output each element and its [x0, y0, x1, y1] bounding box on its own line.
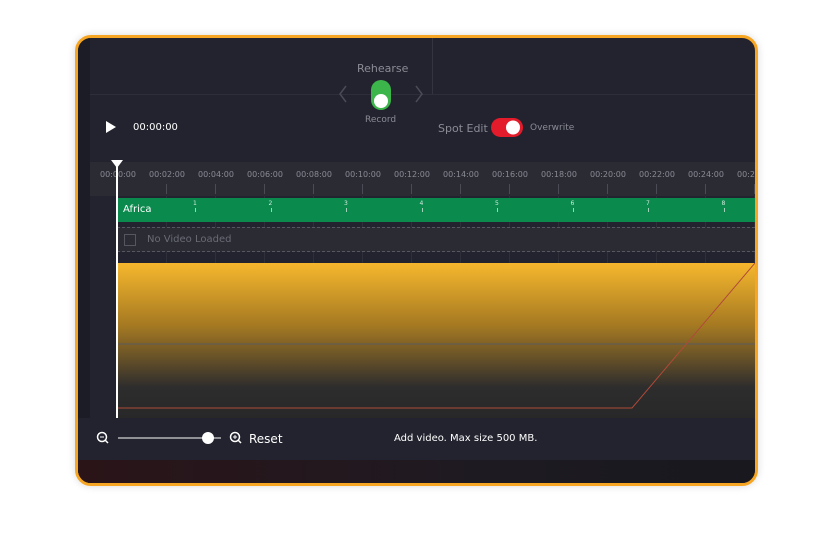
track-marker: 7	[646, 200, 650, 207]
overwrite-toggle[interactable]	[490, 117, 524, 139]
ruler-tick	[509, 184, 510, 194]
ruler-tick-label: 00:18:00	[541, 170, 577, 179]
track-marker-line	[497, 208, 498, 212]
track-marker-line	[270, 208, 272, 212]
track-marker-line	[421, 208, 423, 212]
mode-switch[interactable]	[336, 80, 426, 120]
track-marker: 5	[495, 200, 499, 207]
ruler-tick	[313, 184, 314, 194]
checkbox[interactable]	[124, 234, 136, 246]
track-marker-line	[346, 208, 347, 212]
ruler-tick	[215, 184, 216, 194]
video-row-label: No Video Loaded	[147, 234, 232, 245]
ruler-tick	[460, 184, 461, 194]
ruler-tick-label: 00:04:00	[198, 170, 234, 179]
ruler-tick	[558, 184, 559, 194]
spot-edit-label: Spot Edit	[438, 122, 488, 135]
track-label: Africa	[123, 204, 152, 215]
track-marker-line	[195, 208, 196, 212]
ruler-tick	[362, 184, 363, 194]
reset-button[interactable]: Reset	[249, 432, 283, 446]
editor-panel: Rehearse Record 00:00:00 Spot Edit Overw…	[75, 35, 758, 486]
divider	[432, 38, 433, 94]
ruler-tick-label: 00:20:00	[590, 170, 626, 179]
ruler-tick-label: 00:22:00	[639, 170, 675, 179]
play-button[interactable]	[104, 120, 118, 134]
overwrite-label: Overwrite	[530, 123, 575, 133]
track-marker: 2	[268, 200, 273, 207]
rehearse-label: Rehearse	[357, 62, 409, 75]
ruler-tick-label: 00:10:00	[345, 170, 381, 179]
ruler	[90, 162, 755, 196]
waveform	[117, 263, 755, 418]
track-marker: 3	[344, 200, 348, 207]
video-row: No Video Loaded	[117, 227, 755, 252]
ruler-ticks: 00:00:0000:02:0000:04:0000:06:0000:08:00…	[78, 162, 755, 418]
playhead-handle[interactable]	[111, 160, 123, 170]
ruler-tick-label: 00:12:00	[394, 170, 430, 179]
record-label: Record	[365, 115, 397, 125]
ruler-tick-label: 00:16:00	[492, 170, 528, 179]
playhead[interactable]	[116, 164, 118, 418]
ruler-tick-label: 00:08:00	[296, 170, 332, 179]
ruler-tick	[411, 184, 412, 194]
track-marker-line	[723, 208, 725, 212]
track-marker: 4	[419, 200, 424, 207]
ruler-tick	[656, 184, 657, 194]
ruler-tick	[705, 184, 706, 194]
time-display: 00:00:00	[133, 122, 178, 133]
ruler-tick	[264, 184, 265, 194]
ruler-tick-label: 00:24:00	[688, 170, 724, 179]
track-marker: 1	[193, 200, 197, 207]
ruler-tick	[607, 184, 608, 194]
footer	[78, 418, 755, 460]
ruler-tick	[166, 184, 167, 194]
track-marker-line	[648, 208, 649, 212]
audio-track[interactable]: Africa 1 2 3 4 5 6 7 8	[117, 198, 755, 222]
track-marker: 8	[721, 200, 726, 207]
zoom-control[interactable]	[96, 431, 246, 447]
ruler-tick-label: 00:26:00	[737, 170, 755, 179]
waveform-lines	[117, 263, 755, 409]
side-strip	[78, 38, 90, 483]
video-strip	[78, 460, 755, 483]
ruler-tick-label: 00:06:00	[247, 170, 283, 179]
ruler-tick-label: 00:14:00	[443, 170, 479, 179]
track-marker-line	[572, 208, 574, 212]
ruler-tick	[754, 184, 755, 194]
ruler-tick-label: 00:02:00	[149, 170, 185, 179]
track-marker: 6	[570, 200, 575, 207]
footer-message: Add video. Max size 500 MB.	[394, 433, 538, 444]
